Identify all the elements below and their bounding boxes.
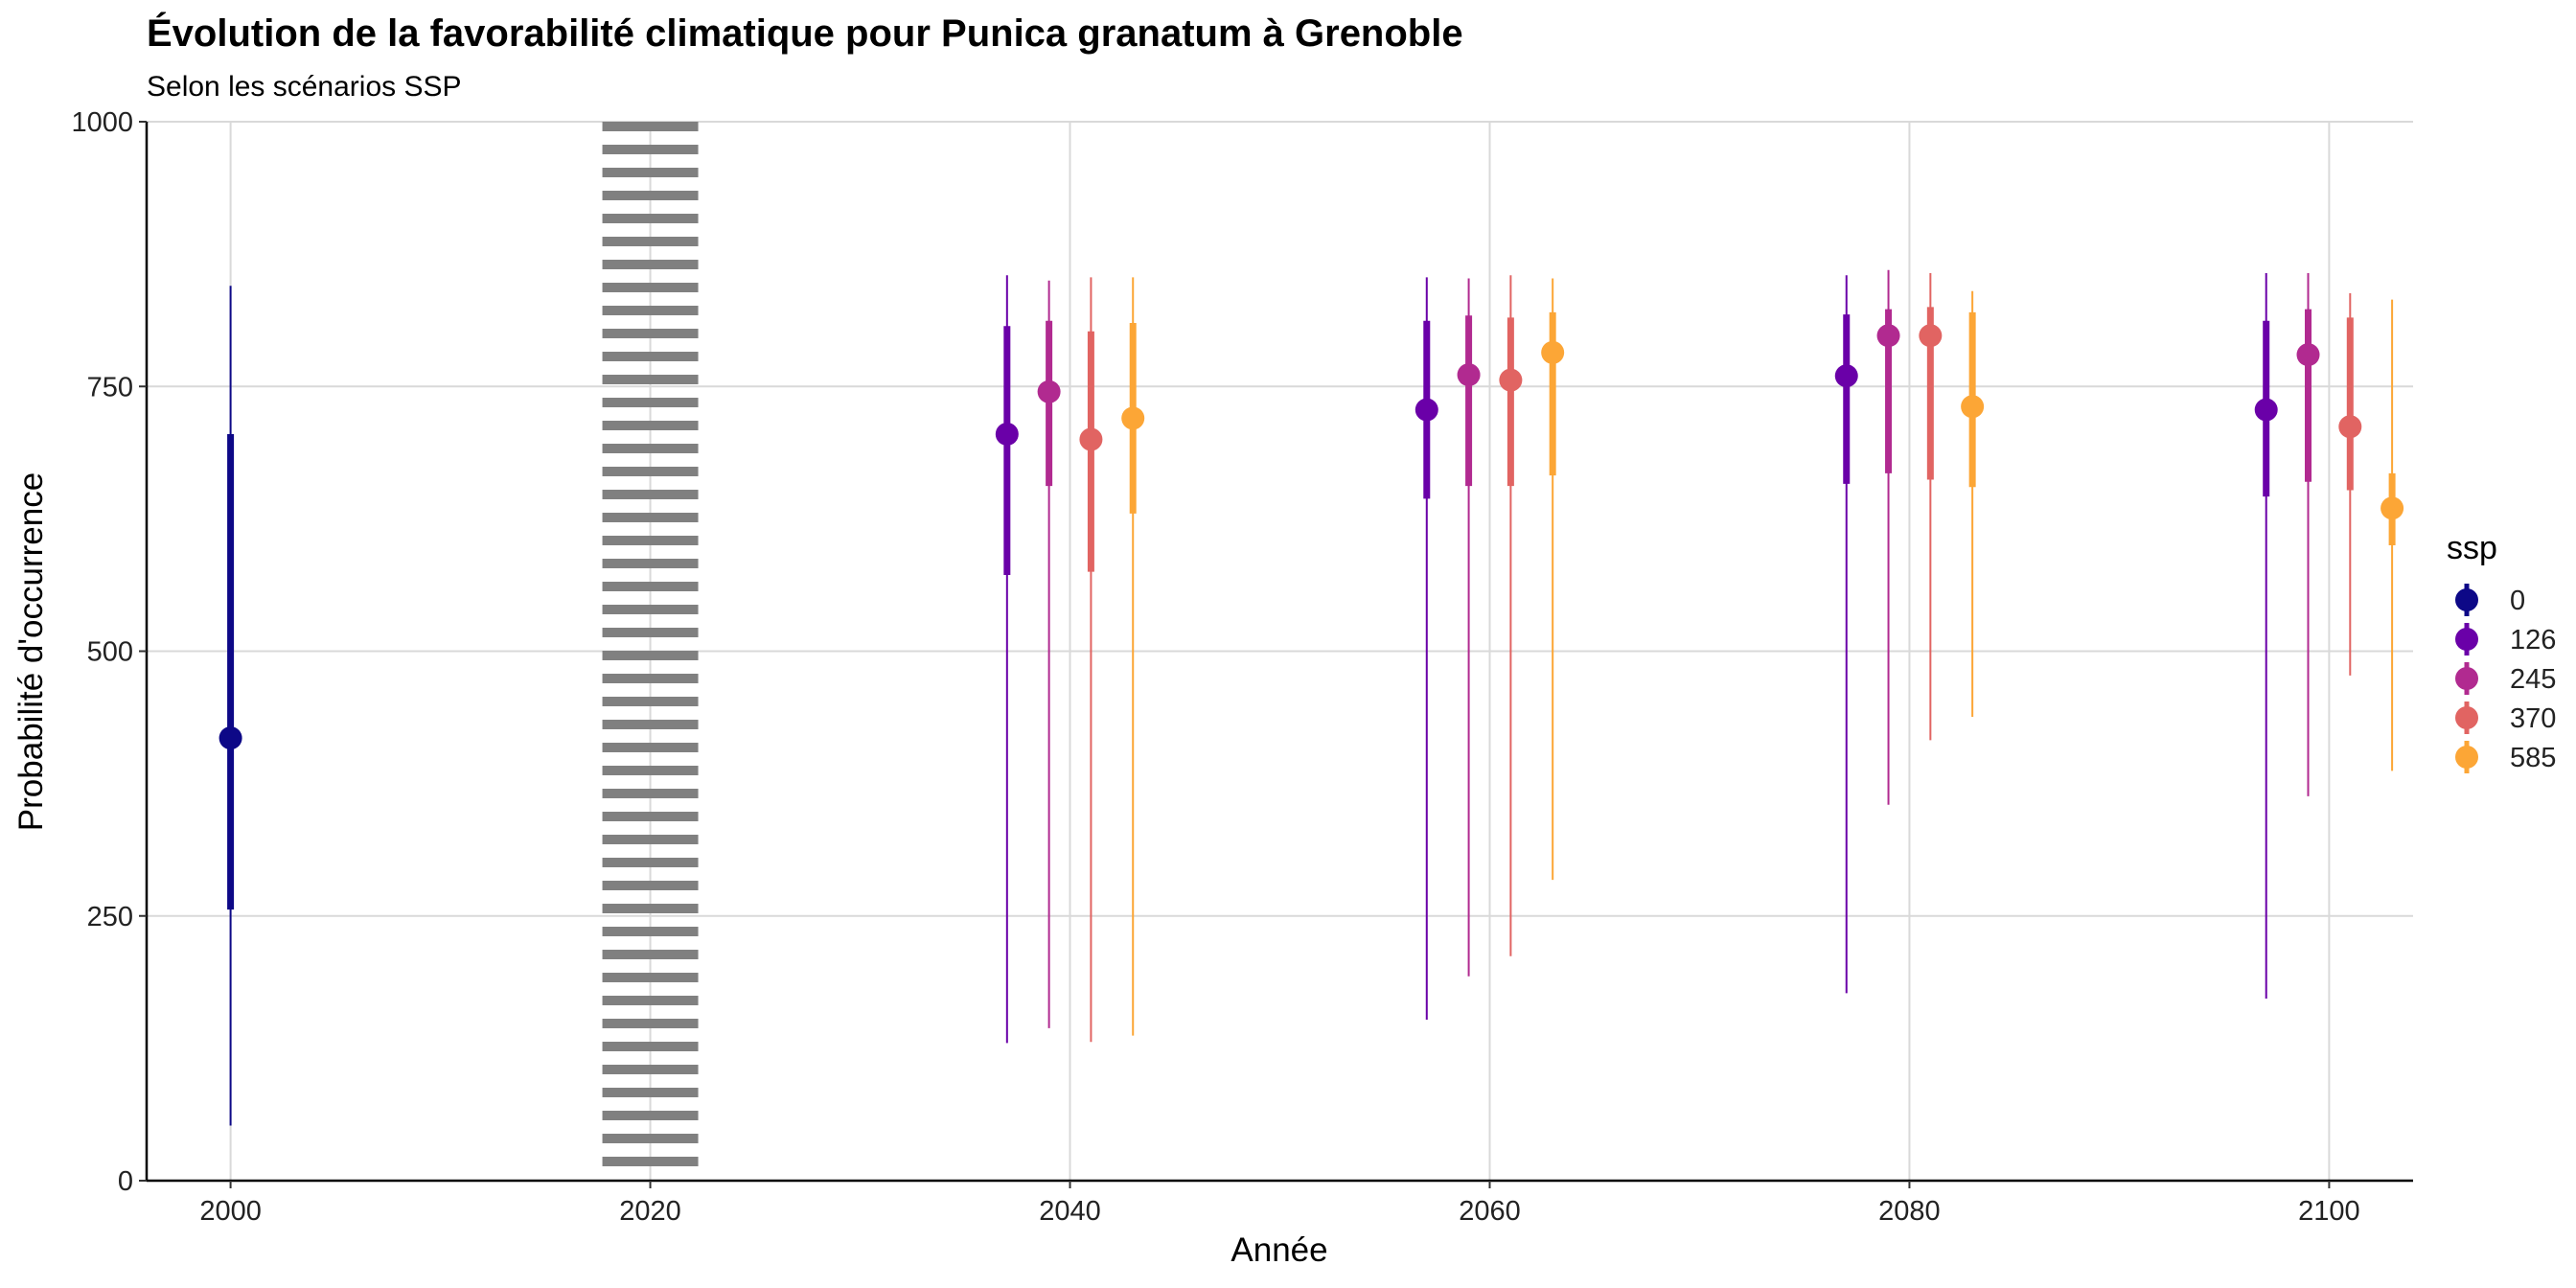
x-tick-label: 2060 (1459, 1196, 1521, 1227)
median-point (2338, 415, 2362, 439)
legend-key-point (2455, 706, 2478, 729)
legend-item-585: 585 (2455, 741, 2556, 773)
legend: ssp 0 126 245 370 585 (2447, 530, 2556, 773)
legend-key-point (2455, 628, 2478, 651)
median-point (1457, 363, 1481, 387)
median-point (995, 422, 1019, 446)
x-tick-label: 2020 (619, 1196, 681, 1227)
legend-key-point (2455, 746, 2478, 769)
x-tick-label: 2000 (199, 1196, 262, 1227)
x-tick-label: 2100 (2298, 1196, 2360, 1227)
legend-label: 0 (2510, 586, 2525, 616)
y-tick-label: 1000 (71, 107, 133, 138)
legend-label: 245 (2510, 664, 2556, 695)
median-point (1541, 340, 1565, 364)
grid (147, 121, 2413, 1182)
series-370 (1079, 273, 2362, 1043)
series-0 (218, 286, 242, 1126)
series-126 (995, 273, 2278, 1044)
median-point (1834, 364, 1858, 388)
data-marks (218, 269, 2404, 1126)
median-point (218, 726, 242, 750)
median-point (1037, 380, 1061, 403)
median-point (1414, 398, 1438, 422)
legend-key-point (2455, 667, 2478, 690)
median-point (1876, 324, 1900, 348)
legend-item-370: 370 (2455, 702, 2556, 734)
median-point (2254, 398, 2278, 422)
y-tick-label: 750 (87, 372, 133, 402)
legend-key-point (2455, 588, 2478, 611)
y-tick-label: 500 (87, 637, 133, 668)
median-point (2380, 496, 2404, 520)
series-245 (1037, 269, 2320, 1028)
median-point (1919, 324, 1943, 348)
median-point (1499, 368, 1523, 392)
chart-subtitle: Selon les scénarios SSP (147, 71, 462, 103)
median-point (1961, 395, 1985, 419)
legend-label: 585 (2510, 743, 2556, 773)
legend-item-126: 126 (2455, 623, 2556, 656)
median-point (1121, 406, 1145, 430)
legend-item-245: 245 (2455, 662, 2556, 695)
x-axis-title: Année (1230, 1231, 1327, 1269)
median-point (1079, 427, 1103, 451)
x-tick-label: 2080 (1878, 1196, 1941, 1227)
legend-label: 126 (2510, 625, 2556, 656)
y-tick-label: 0 (118, 1166, 133, 1197)
legend-label: 370 (2510, 703, 2556, 734)
legend-item-0: 0 (2455, 584, 2525, 616)
x-tick-label: 2040 (1039, 1196, 1101, 1227)
series-585 (1121, 277, 2404, 1036)
axes: 0 250 500 750 1000 2000 2020 2040 2060 2080 2100 (71, 107, 2413, 1227)
y-axis-title: Probabilité d'occurrence (12, 472, 50, 831)
median-point (2296, 343, 2320, 367)
legend-title: ssp (2447, 530, 2497, 566)
chart-title: Évolution de la favorabilité climatique … (147, 12, 1463, 55)
y-tick-label: 250 (87, 902, 133, 932)
